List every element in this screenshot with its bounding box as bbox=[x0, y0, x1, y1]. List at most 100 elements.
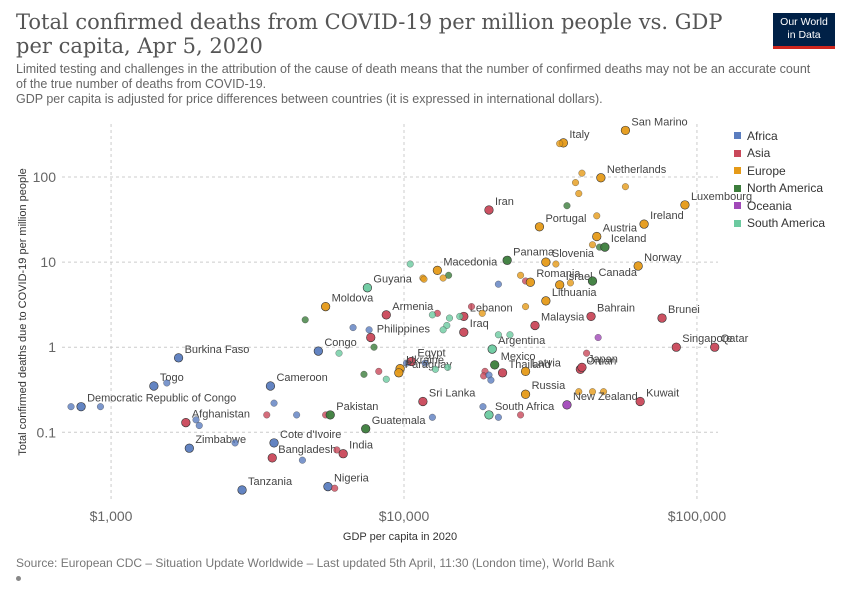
data-point bbox=[593, 212, 601, 220]
data-point bbox=[572, 179, 579, 187]
data-point bbox=[552, 260, 560, 268]
owid-logo[interactable]: Our World in Data bbox=[773, 13, 835, 49]
data-point bbox=[575, 388, 583, 396]
chart-title: Total confirmed deaths from COVID-19 per… bbox=[16, 10, 723, 58]
point-label: New Zealand bbox=[573, 391, 638, 403]
data-point bbox=[577, 362, 587, 372]
point-label: Thailand bbox=[509, 359, 551, 371]
point-label: Pakistan bbox=[336, 401, 378, 413]
source-note: Source: European CDC – Situation Update … bbox=[16, 556, 615, 570]
y-tick-label: 10 bbox=[40, 254, 56, 270]
data-point bbox=[265, 381, 276, 391]
data-point bbox=[555, 280, 565, 290]
data-point bbox=[270, 399, 278, 407]
data-point bbox=[362, 283, 373, 293]
data-point bbox=[382, 375, 390, 383]
data-point bbox=[484, 410, 494, 420]
data-point bbox=[149, 381, 159, 391]
data-point bbox=[444, 363, 452, 371]
chart-subtitle: Limited testing and challenges in the at… bbox=[16, 62, 816, 107]
data-point bbox=[313, 346, 323, 356]
legend-item[interactable]: Africa bbox=[734, 127, 825, 145]
data-point bbox=[468, 303, 475, 311]
data-point bbox=[596, 173, 606, 183]
point-label: South Africa bbox=[495, 401, 555, 413]
data-point bbox=[534, 222, 545, 232]
data-point bbox=[517, 411, 525, 419]
y-tick-label: 1 bbox=[48, 339, 56, 355]
y-axis-label: Total confirmed deaths due to COVID-19 p… bbox=[17, 168, 29, 455]
legend-item[interactable]: South America bbox=[734, 215, 825, 233]
legend-swatch bbox=[734, 202, 741, 210]
data-point bbox=[525, 277, 535, 287]
data-point bbox=[520, 366, 531, 376]
data-point bbox=[335, 349, 343, 357]
legend: Africa Asia Europe North America Oceania Sout… bbox=[734, 127, 825, 232]
data-point bbox=[360, 370, 368, 378]
point-label: Lebanon bbox=[470, 302, 513, 314]
data-point bbox=[323, 481, 333, 492]
data-point bbox=[506, 331, 514, 339]
point-label: Panama bbox=[513, 246, 555, 258]
data-point bbox=[459, 327, 469, 337]
point-label: Slovenia bbox=[552, 248, 595, 260]
data-point bbox=[541, 296, 551, 306]
point-label: Philippines bbox=[377, 324, 431, 336]
point-label: Iraq bbox=[470, 318, 489, 330]
data-point bbox=[431, 365, 439, 373]
point-label: Japan bbox=[588, 353, 618, 365]
point-label: Paraguay bbox=[405, 359, 453, 371]
data-point bbox=[184, 443, 194, 453]
data-point bbox=[192, 416, 200, 424]
data-point bbox=[522, 303, 530, 311]
data-point bbox=[502, 255, 512, 265]
data-point bbox=[520, 389, 531, 399]
point-label: Guatemala bbox=[372, 415, 427, 427]
data-point bbox=[365, 326, 373, 334]
data-point bbox=[680, 200, 690, 210]
point-label: Iceland bbox=[611, 233, 646, 245]
point-label: Macedonia bbox=[443, 256, 498, 268]
data-point bbox=[263, 411, 271, 419]
data-point bbox=[67, 403, 75, 411]
data-point bbox=[587, 276, 598, 286]
x-tick-label: $10,000 bbox=[379, 508, 430, 524]
point-label: Brunei bbox=[668, 304, 700, 316]
data-point bbox=[301, 316, 309, 324]
point-label: Iran bbox=[495, 196, 514, 208]
point-label: Lithuania bbox=[552, 287, 598, 299]
point-label: Luxembourg bbox=[691, 191, 752, 203]
point-label: India bbox=[349, 440, 374, 452]
legend-label: Europe bbox=[747, 163, 786, 178]
legend-item[interactable]: Europe bbox=[734, 162, 825, 180]
data-point bbox=[446, 314, 453, 322]
point-label: Latvia bbox=[532, 357, 562, 369]
data-point bbox=[321, 302, 331, 312]
subtitle-line-2: GDP per capita is adjusted for price dif… bbox=[16, 92, 603, 106]
data-point bbox=[494, 413, 502, 421]
data-point bbox=[331, 484, 339, 492]
data-point bbox=[494, 280, 502, 288]
legend-item[interactable]: Asia bbox=[734, 145, 825, 163]
point-label: Moldova bbox=[332, 293, 374, 305]
legend-label: Oceania bbox=[747, 198, 792, 213]
legend-item[interactable]: Oceania bbox=[734, 197, 825, 215]
point-label: Burkina Faso bbox=[185, 344, 250, 356]
point-label: Tanzania bbox=[248, 476, 293, 488]
point-label: Argentina bbox=[498, 335, 546, 347]
x-tick-label: $100,000 bbox=[668, 508, 727, 524]
data-point bbox=[370, 343, 378, 351]
legend-swatch bbox=[734, 167, 741, 175]
data-point bbox=[338, 449, 348, 459]
legend-item[interactable]: North America bbox=[734, 180, 825, 198]
point-label: San Marino bbox=[631, 116, 687, 128]
point-label: Bahrain bbox=[597, 302, 635, 314]
data-point bbox=[293, 411, 301, 419]
point-label: Congo bbox=[324, 337, 356, 349]
data-point bbox=[394, 368, 404, 378]
data-point bbox=[578, 169, 586, 177]
data-point bbox=[418, 396, 428, 407]
data-point bbox=[621, 183, 629, 191]
point-label: Democratic Republic of Congo bbox=[87, 393, 236, 405]
